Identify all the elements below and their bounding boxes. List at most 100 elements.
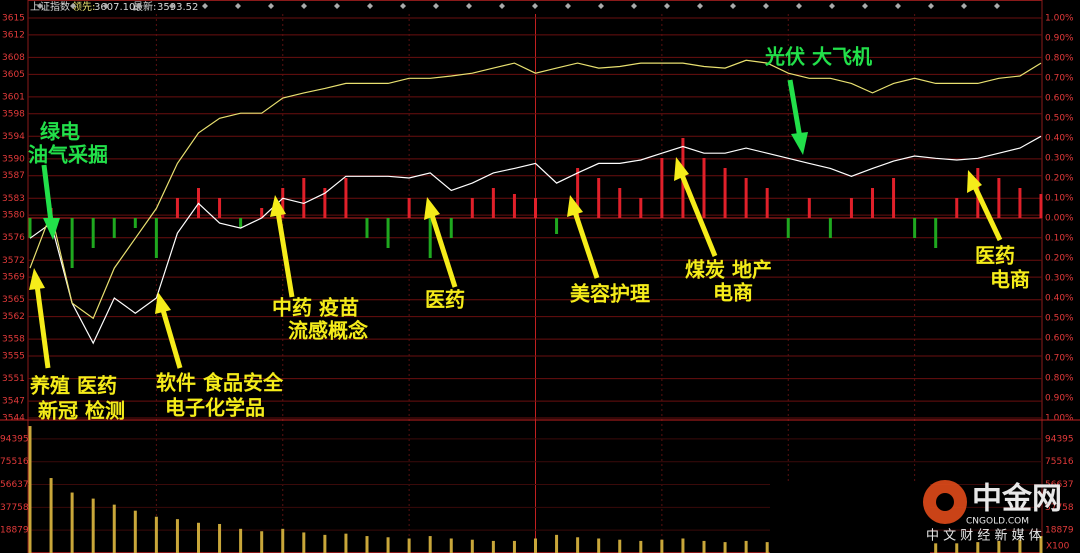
event-marker — [895, 3, 901, 9]
event-marker — [994, 3, 1000, 9]
annotation: 流感概念 — [288, 319, 368, 343]
brand: 中金网 — [972, 482, 1062, 517]
volume-bar — [660, 539, 664, 553]
volume-bar — [407, 538, 411, 553]
volume-tick-label: 94395 — [0, 434, 29, 444]
y2-tick-label: 0.80% — [1045, 374, 1074, 384]
imbalance-bar — [1018, 188, 1022, 218]
imbalance-bar — [1039, 194, 1043, 218]
watermark: 中金网 CNGOLD.COM 中 文 财 经 新 媒 体 — [923, 480, 1062, 544]
annotation: 软件 食品安全 — [156, 371, 284, 395]
arrows — [29, 79, 1003, 369]
logo — [936, 493, 954, 511]
imbalance-bar — [386, 218, 390, 248]
volume-bar — [702, 540, 706, 553]
imbalance-bar — [892, 178, 896, 218]
imbalance-bar — [744, 178, 748, 218]
event-marker — [268, 3, 274, 9]
imbalance-bar — [534, 198, 537, 218]
event-marker — [301, 3, 307, 9]
imbalance-bar — [239, 218, 243, 228]
annotation: 电子化学品 — [165, 396, 265, 420]
y-tick-label: 3601 — [2, 92, 25, 102]
header-label: 领先: — [72, 0, 95, 13]
y2-tick-label: 0.90% — [1045, 34, 1074, 44]
volume-bar — [555, 534, 559, 553]
volume-bar — [218, 523, 222, 553]
annotation: 绿电 — [40, 120, 80, 144]
y2-tick-label: 0.60% — [1045, 334, 1074, 344]
volume-bar — [470, 539, 474, 553]
volume-bar — [576, 537, 580, 553]
imbalance-bar — [28, 218, 32, 238]
event-marker — [70, 3, 76, 9]
volume-bar — [112, 504, 116, 553]
volume-bar — [133, 510, 137, 553]
volume-tick-label: 18879 — [0, 526, 29, 536]
y-tick-label: 3547 — [2, 397, 25, 407]
volume-bar — [154, 516, 158, 553]
y-tick-label: 3544 — [2, 414, 25, 424]
annotation: 电商 — [713, 281, 753, 305]
annotation: 中药 疫苗 — [272, 296, 359, 320]
event-marker — [334, 3, 340, 9]
event-marker — [961, 3, 967, 9]
y-tick-label: 3594 — [2, 132, 25, 142]
price-line — [29, 59, 1042, 320]
imbalance-bar — [407, 198, 411, 218]
volume-bar — [365, 536, 369, 553]
event-marker — [664, 3, 670, 9]
imbalance-bar — [281, 188, 285, 218]
annotation: 煤炭 地产 — [685, 258, 772, 282]
imbalance-bar — [154, 218, 158, 258]
volume-tick-label: 94395 — [1045, 434, 1074, 444]
y2-tick-label: 1.00% — [1045, 414, 1074, 424]
volume-bar — [723, 542, 727, 553]
y-tick-label: 3569 — [2, 273, 25, 283]
volume-tick-label: 18879 — [1045, 526, 1074, 536]
event-marker — [796, 3, 802, 9]
imbalance-bar — [765, 188, 769, 218]
y2-tick-label: 1.00% — [1045, 14, 1074, 24]
annotation: 医药 — [425, 288, 465, 312]
imbalance-bar — [302, 178, 306, 218]
volume-tick-label: 56637 — [0, 480, 29, 490]
y-tick-label: 3605 — [2, 70, 25, 80]
event-marker — [466, 3, 472, 9]
imbalance-bar — [91, 218, 95, 248]
y-tick-label: 3587 — [2, 171, 25, 181]
volume-tick-label: 37758 — [1045, 503, 1074, 513]
volume-bar — [91, 498, 95, 553]
y2-tick-label: 0.10% — [1045, 194, 1074, 204]
event-marker — [829, 3, 835, 9]
y2-tick-label: 0.20% — [1045, 174, 1074, 184]
volume-bar — [997, 540, 1001, 553]
y-tick-label: 3558 — [2, 335, 25, 345]
imbalance-bar — [786, 218, 790, 238]
event-marker — [400, 3, 406, 9]
y2-tick-label: 0.60% — [1045, 94, 1074, 104]
imbalance-bar — [70, 218, 74, 268]
price-line — [29, 135, 1042, 345]
event-marker — [367, 3, 373, 9]
imbalance-bar — [175, 198, 179, 218]
imbalance-bar — [260, 208, 264, 218]
imbalance-bar — [512, 194, 516, 218]
y-tick-label: 3615 — [2, 14, 25, 24]
event-marker — [103, 3, 109, 9]
event-marker — [763, 3, 769, 9]
annotation: 美容护理 — [570, 282, 650, 306]
imbalance-bar — [470, 198, 474, 218]
event-marker — [928, 3, 934, 9]
chart-title: 上证指数 — [30, 0, 70, 13]
imbalance-bar — [428, 218, 432, 258]
imbalance-bar — [702, 158, 706, 218]
volume-bar — [512, 540, 516, 553]
volume-bar — [681, 538, 685, 553]
y-tick-label: 3555 — [2, 352, 25, 362]
volume-bar — [618, 539, 622, 553]
imbalance-bar — [955, 198, 959, 218]
imbalance-bar — [597, 178, 601, 218]
y2-tick-label: 0.90% — [1045, 394, 1074, 404]
